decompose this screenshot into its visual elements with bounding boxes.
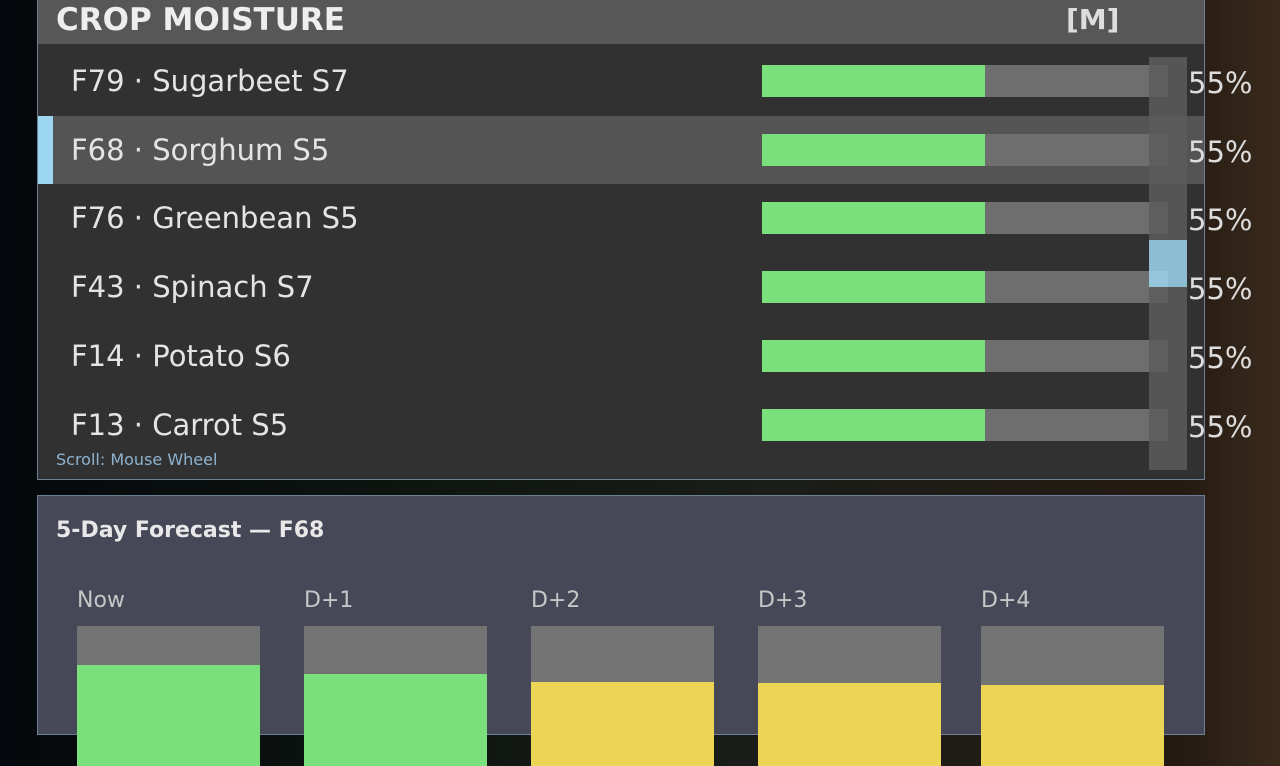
forecast-bar	[304, 626, 487, 766]
panel-title: CROP MOISTURE	[56, 2, 345, 38]
field-row[interactable]: F68 · Sorghum S5 55%	[38, 115, 1252, 184]
hotkey-label: [M]	[1066, 3, 1120, 36]
forecast-bar	[758, 626, 941, 766]
day-label: D+3	[758, 588, 808, 613]
forecast-day: D+4	[981, 588, 1164, 766]
field-row[interactable]: F13 · Carrot S5 55%	[38, 391, 1252, 459]
field-row[interactable]: F14 · Potato S6 55%	[38, 322, 1252, 390]
moisture-percent: 55%	[1188, 66, 1253, 100]
moisture-fill	[762, 408, 986, 441]
forecast-day: D+2	[531, 588, 714, 766]
field-row[interactable]: F43 · Spinach S7 55%	[38, 253, 1252, 321]
moisture-fill	[762, 133, 986, 166]
forecast-title: 5-Day Forecast — F68	[56, 518, 325, 543]
field-label: F14 · Potato S6	[71, 338, 291, 373]
moisture-fill	[762, 339, 986, 372]
moisture-percent: 55%	[1188, 134, 1253, 169]
day-label: D+2	[531, 588, 581, 613]
day-label: Now	[77, 588, 125, 613]
forecast-day: Now	[77, 588, 260, 766]
forecast-bar	[981, 626, 1164, 766]
forecast-panel: 5-Day Forecast — F68 Now D+1 D+2 D+3 D+4	[37, 495, 1205, 766]
field-row[interactable]: F79 · Sugarbeet S7 55%	[38, 47, 1252, 115]
forecast-fill	[758, 683, 941, 766]
forecast-fill	[531, 682, 714, 766]
field-label: F76 · Greenbean S5	[71, 201, 359, 236]
forecast-bar	[531, 626, 714, 766]
day-label: D+1	[304, 588, 354, 613]
forecast-fill	[981, 684, 1164, 766]
moisture-fill	[762, 65, 986, 97]
moisture-bar	[762, 271, 1168, 304]
forecast-day: D+1	[304, 588, 487, 766]
moisture-bar	[762, 202, 1168, 235]
moisture-percent: 55%	[1188, 340, 1253, 375]
field-label: F68 · Sorghum S5	[71, 132, 330, 167]
field-label: F13 · Carrot S5	[71, 407, 289, 442]
forecast-day: D+3	[758, 588, 941, 766]
field-row[interactable]: F76 · Greenbean S5 55%	[38, 184, 1252, 252]
scrollbar[interactable]	[1149, 57, 1187, 470]
moisture-percent: 55%	[1188, 409, 1253, 444]
moisture-fill	[762, 202, 986, 235]
moisture-bar	[762, 408, 1168, 441]
moisture-percent: 55%	[1188, 203, 1253, 238]
field-label: F43 · Spinach S7	[71, 270, 314, 305]
day-label: D+4	[981, 588, 1031, 613]
scroll-hint: Scroll: Mouse Wheel	[56, 450, 218, 469]
scrollbar-thumb[interactable]	[1149, 240, 1187, 287]
forecast-fill	[77, 665, 260, 766]
moisture-bar	[762, 133, 1168, 166]
forecast-bar	[77, 626, 260, 766]
moisture-bar	[762, 339, 1168, 372]
moisture-percent: 55%	[1188, 272, 1253, 307]
panel-header: CROP MOISTURE [M]	[38, 0, 1204, 44]
moisture-fill	[762, 271, 986, 304]
field-label: F79 · Sugarbeet S7	[71, 64, 349, 98]
selection-indicator	[38, 115, 53, 184]
moisture-bar	[762, 65, 1168, 97]
crop-moisture-panel: CROP MOISTURE [M] F79 · Sugarbeet S7 55%…	[37, 0, 1252, 480]
